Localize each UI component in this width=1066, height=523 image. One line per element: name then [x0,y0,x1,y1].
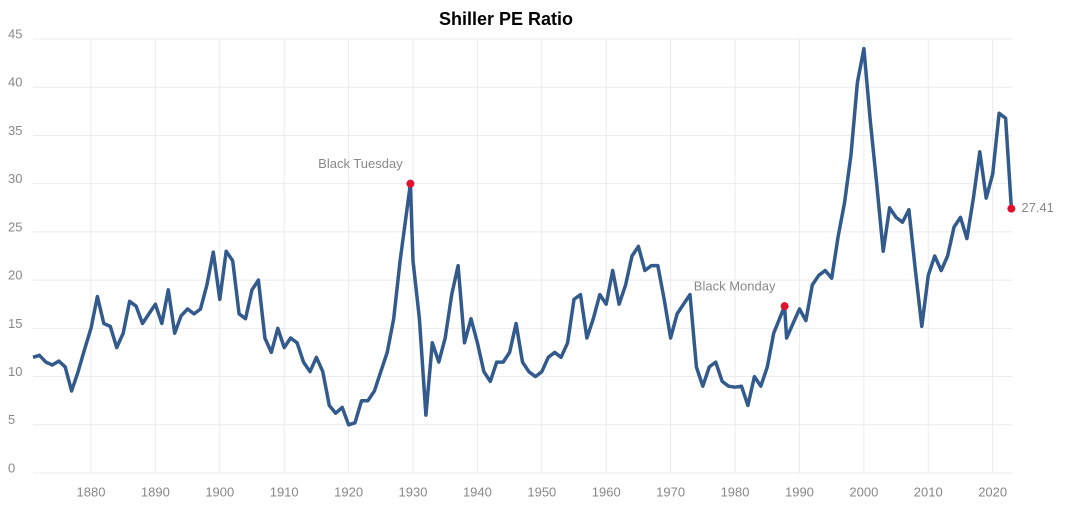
annotation-label: Black Monday [694,279,776,294]
chart-title: Shiller PE Ratio [439,9,573,29]
x-tick-label: 1920 [334,484,363,499]
y-tick-label: 40 [8,75,22,90]
x-tick-label: 1970 [656,484,685,499]
y-tick-label: 45 [8,26,22,41]
y-tick-label: 0 [8,460,15,475]
x-tick-label: 1960 [592,484,621,499]
x-tick-label: 1980 [721,484,750,499]
annotation-point [1007,204,1016,213]
x-tick-label: 1880 [77,484,106,499]
x-tick-label: 2010 [914,484,943,499]
y-tick-label: 25 [8,219,22,234]
x-tick-label: 2020 [978,484,1007,499]
y-tick-label: 35 [8,123,22,138]
y-tick-label: 30 [8,171,22,186]
y-tick-label: 15 [8,316,22,331]
y-tick-label: 10 [8,364,22,379]
x-tick-label: 1940 [463,484,492,499]
annotation-point [406,179,415,188]
x-tick-label: 1910 [270,484,299,499]
line [32,46,1014,427]
x-tick-label: 1990 [785,484,814,499]
x-tick-label: 1930 [399,484,428,499]
x-tick-label: 2000 [849,484,878,499]
annotation-point [780,302,789,311]
x-tick-label: 1890 [141,484,170,499]
y-tick-label: 5 [8,412,15,427]
y-tick-label: 20 [8,268,22,283]
annotation-label: Black Tuesday [318,156,403,171]
annotation-label: 27.41 [1021,200,1054,215]
x-tick-label: 1950 [527,484,556,499]
x-tick-label: 1900 [205,484,234,499]
